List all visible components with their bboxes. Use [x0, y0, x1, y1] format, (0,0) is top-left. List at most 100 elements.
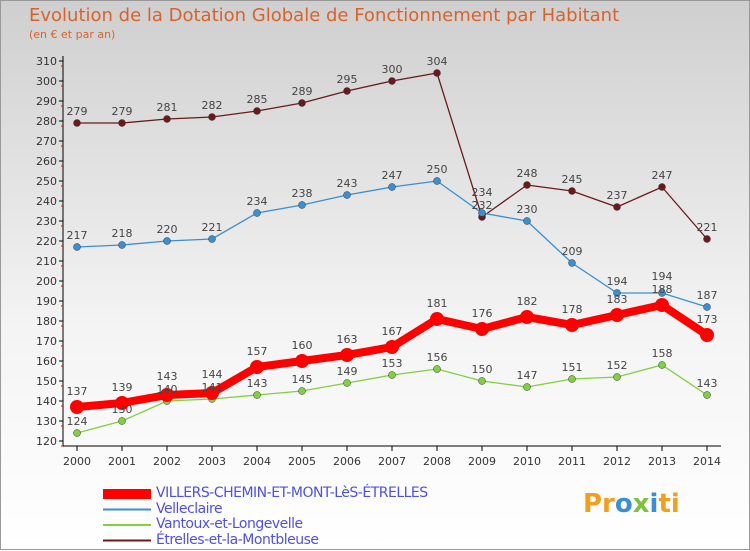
data-label: 238	[292, 187, 313, 200]
data-label: 247	[652, 169, 673, 182]
x-tick-label: 2004	[243, 455, 271, 468]
data-label: 279	[112, 105, 133, 118]
data-point	[658, 361, 666, 369]
data-label: 281	[157, 101, 178, 114]
y-tick-label: 230	[36, 215, 57, 228]
data-point	[295, 354, 309, 368]
data-label: 160	[292, 339, 313, 352]
data-label: 237	[607, 189, 628, 202]
data-point	[433, 177, 441, 185]
data-point	[568, 259, 576, 267]
data-point	[703, 303, 711, 311]
y-tick-label: 190	[36, 295, 57, 308]
data-point	[658, 183, 666, 191]
data-label: 218	[112, 227, 133, 240]
data-point	[658, 289, 666, 297]
data-point	[613, 203, 621, 211]
data-point	[118, 119, 126, 127]
data-label: 140	[157, 383, 178, 396]
data-label: 245	[562, 173, 583, 186]
data-label: 250	[427, 163, 448, 176]
data-point	[478, 377, 486, 385]
data-point	[565, 318, 579, 332]
data-label: 157	[247, 345, 268, 358]
data-label: 141	[202, 381, 223, 394]
x-tick-label: 2003	[198, 455, 226, 468]
data-point	[388, 183, 396, 191]
x-tick-label: 2009	[468, 455, 496, 468]
y-tick-label: 290	[36, 95, 57, 108]
data-label: 194	[652, 270, 673, 283]
y-tick-label: 240	[36, 195, 57, 208]
y-tick-label: 140	[36, 395, 57, 408]
data-label: 300	[382, 63, 403, 76]
data-point	[523, 181, 531, 189]
data-point	[385, 340, 399, 354]
y-tick-label: 170	[36, 335, 57, 348]
data-point	[475, 322, 489, 336]
data-label: 163	[337, 333, 358, 346]
data-label: 248	[517, 167, 538, 180]
data-point	[388, 77, 396, 85]
data-label: 217	[67, 229, 88, 242]
y-tick-label: 270	[36, 135, 57, 148]
data-point	[298, 201, 306, 209]
data-label: 304	[427, 55, 448, 68]
data-label: 232	[472, 199, 493, 212]
x-tick-label: 2008	[423, 455, 451, 468]
legend-label: VILLERS-CHEMIN-ET-MONT-LèS-ÉTRELLES	[156, 485, 428, 501]
y-tick-label: 250	[36, 175, 57, 188]
legend-label: Étrelles-et-la-Montbleuse	[156, 531, 319, 548]
y-tick-label: 300	[36, 75, 57, 88]
data-point	[163, 115, 171, 123]
data-point	[433, 365, 441, 373]
data-point	[568, 187, 576, 195]
data-point	[73, 429, 81, 437]
data-label: 147	[517, 369, 538, 382]
legend-label: Velleclaire	[156, 500, 223, 517]
data-point	[343, 87, 351, 95]
y-tick-label: 260	[36, 155, 57, 168]
x-tick-label: 2005	[288, 455, 316, 468]
data-label: 124	[67, 415, 88, 428]
y-tick-label: 150	[36, 375, 57, 388]
y-tick-label: 220	[36, 235, 57, 248]
data-label: 145	[292, 373, 313, 386]
data-label: 143	[247, 377, 268, 390]
x-tick-label: 2002	[153, 455, 181, 468]
data-point	[478, 209, 486, 217]
data-point	[253, 107, 261, 115]
data-point	[253, 209, 261, 217]
data-label: 156	[427, 351, 448, 364]
x-tick-label: 2001	[108, 455, 136, 468]
y-tick-label: 280	[36, 115, 57, 128]
data-point	[163, 237, 171, 245]
proxiti-logo: Proxiti	[583, 489, 680, 519]
data-label: 183	[607, 293, 628, 306]
y-tick-label: 120	[36, 435, 57, 448]
x-tick-label: 2007	[378, 455, 406, 468]
data-label: 234	[247, 195, 268, 208]
data-point	[253, 391, 261, 399]
data-label: 285	[247, 93, 268, 106]
data-label: 182	[517, 295, 538, 308]
data-point	[523, 383, 531, 391]
data-label: 152	[607, 359, 628, 372]
data-point	[118, 417, 126, 425]
data-point	[388, 371, 396, 379]
legend-label: Vantoux-et-Longevelle	[156, 516, 303, 532]
data-point	[520, 310, 534, 324]
data-point	[160, 388, 174, 402]
data-point	[610, 308, 624, 322]
data-label: 137	[67, 385, 88, 398]
data-label: 220	[157, 223, 178, 236]
data-label: 176	[472, 307, 493, 320]
data-point	[208, 113, 216, 121]
data-point	[298, 387, 306, 395]
y-tick-label: 310	[36, 55, 57, 68]
data-point	[433, 69, 441, 77]
data-label: 144	[202, 368, 223, 381]
y-tick-label: 200	[36, 275, 57, 288]
